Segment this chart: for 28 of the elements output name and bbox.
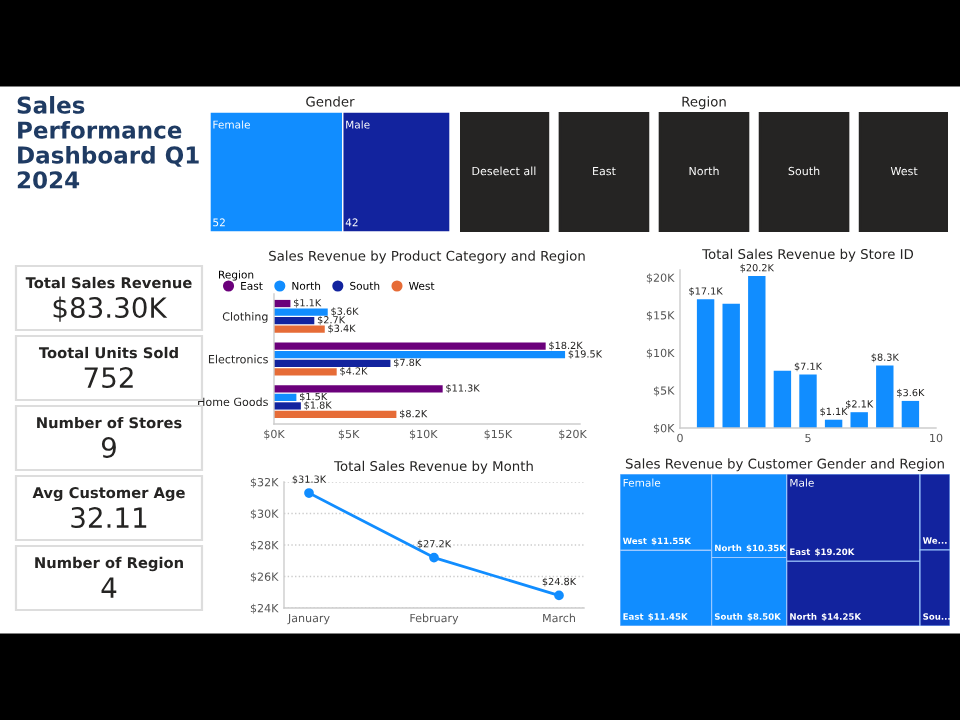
point — [554, 590, 564, 601]
bar — [876, 365, 894, 428]
bar — [274, 316, 315, 325]
text: Sales Performance Dashboard Q1 2024 — [17, 96, 199, 189]
bar — [274, 402, 301, 410]
bar — [850, 412, 868, 428]
bar — [274, 385, 443, 393]
bar — [274, 351, 566, 359]
bar — [274, 410, 397, 419]
bar — [799, 374, 817, 428]
bar — [773, 370, 792, 428]
text: $83.30K — [53, 296, 168, 322]
bar — [274, 368, 337, 376]
bar — [274, 325, 325, 333]
point — [429, 552, 439, 563]
text: 9 — [101, 437, 116, 459]
bar — [901, 400, 920, 428]
text: 4 — [101, 577, 117, 598]
bar — [274, 342, 546, 350]
bar — [722, 303, 740, 428]
bar — [748, 276, 766, 428]
bar — [274, 393, 297, 402]
bar — [696, 299, 715, 428]
bar — [274, 359, 391, 367]
text: 32.11 — [71, 507, 147, 529]
text: 752 — [84, 367, 133, 389]
bar — [274, 308, 328, 316]
point — [304, 488, 314, 498]
